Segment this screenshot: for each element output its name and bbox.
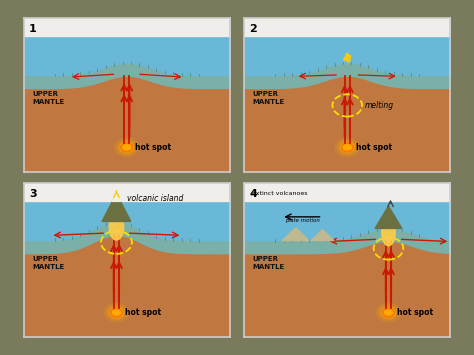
Text: volcanic island: volcanic island [127, 194, 183, 203]
Circle shape [337, 140, 357, 155]
Circle shape [348, 55, 351, 57]
Circle shape [381, 307, 396, 318]
Circle shape [347, 60, 349, 62]
Circle shape [109, 307, 124, 318]
Text: 1: 1 [29, 24, 36, 34]
Text: UPPER
MANTLE: UPPER MANTLE [32, 256, 64, 270]
Circle shape [340, 142, 355, 153]
Text: extinct volcanoes: extinct volcanoes [253, 191, 308, 196]
Text: UPPER
MANTLE: UPPER MANTLE [253, 91, 285, 105]
Text: 2: 2 [249, 24, 257, 34]
Circle shape [342, 143, 353, 152]
Text: hot spot: hot spot [125, 308, 161, 317]
Circle shape [376, 303, 401, 322]
Text: hot spot: hot spot [356, 143, 392, 152]
Text: melting: melting [365, 101, 394, 110]
Circle shape [335, 138, 360, 157]
Text: UPPER
MANTLE: UPPER MANTLE [32, 91, 64, 105]
Polygon shape [102, 194, 131, 222]
Circle shape [117, 140, 137, 155]
Circle shape [121, 143, 132, 152]
Polygon shape [112, 194, 121, 201]
Text: UPPER
MANTLE: UPPER MANTLE [253, 256, 285, 270]
Text: 4: 4 [249, 189, 257, 199]
Circle shape [119, 142, 134, 153]
Ellipse shape [109, 214, 124, 240]
Circle shape [114, 138, 139, 157]
Circle shape [383, 308, 394, 317]
Polygon shape [375, 206, 402, 228]
Circle shape [104, 303, 129, 322]
Polygon shape [311, 230, 334, 241]
Text: 3: 3 [29, 189, 36, 199]
Circle shape [111, 308, 122, 317]
Text: plate motion: plate motion [285, 218, 320, 223]
Circle shape [107, 305, 127, 320]
Text: hot spot: hot spot [397, 308, 433, 317]
Ellipse shape [382, 219, 395, 246]
Circle shape [379, 305, 398, 320]
Polygon shape [283, 228, 309, 241]
Text: hot spot: hot spot [136, 143, 172, 152]
Circle shape [344, 59, 346, 60]
